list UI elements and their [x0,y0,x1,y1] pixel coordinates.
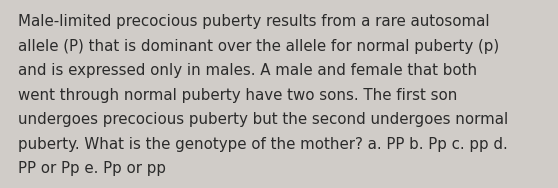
Text: allele (P) that is dominant over the allele for normal puberty (p): allele (P) that is dominant over the all… [18,39,499,54]
Text: went through normal puberty have two sons. The first son: went through normal puberty have two son… [18,87,458,102]
Text: puberty. What is the genotype of the mother? a. PP b. Pp c. pp d.: puberty. What is the genotype of the mot… [18,136,508,152]
Text: undergoes precocious puberty but the second undergoes normal: undergoes precocious puberty but the sec… [18,112,508,127]
Text: PP or Pp e. Pp or pp: PP or Pp e. Pp or pp [18,161,166,176]
Text: and is expressed only in males. A male and female that both: and is expressed only in males. A male a… [18,63,477,78]
Text: Male-limited precocious puberty results from a rare autosomal: Male-limited precocious puberty results … [18,14,489,29]
